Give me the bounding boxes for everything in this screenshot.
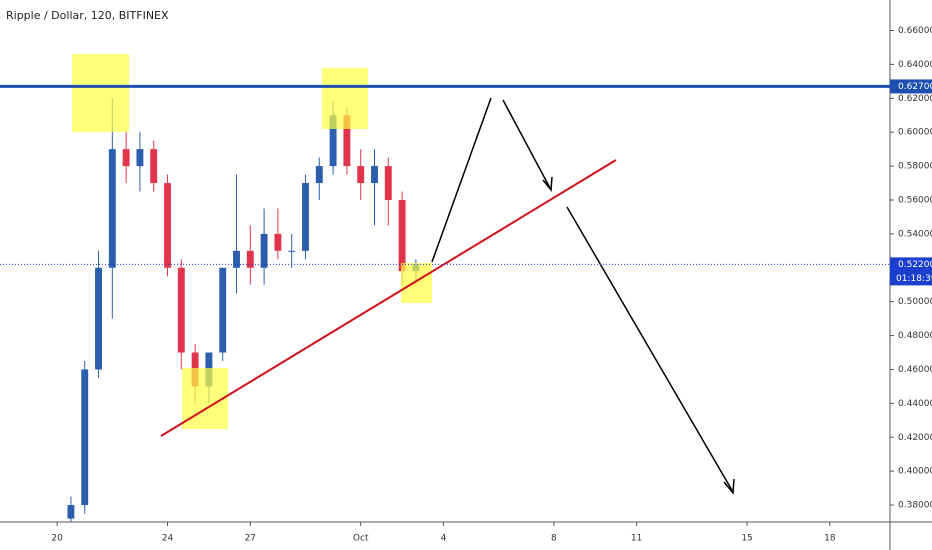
candle-body (219, 267, 227, 353)
y-tick-label: 0.54000 (898, 229, 932, 239)
y-tick-label: 0.56000 (898, 195, 932, 205)
candle-body (274, 233, 282, 251)
countdown-label: 01:18:39 (896, 274, 932, 284)
candle-body (150, 149, 158, 184)
x-tick-label: 20 (51, 534, 63, 544)
candle-body (398, 199, 406, 272)
x-tick-label: 11 (631, 534, 642, 544)
trend-line (160, 159, 617, 437)
chart-title: Ripple / Dollar, 120, BITFINEX (6, 9, 169, 22)
arrow-line (431, 97, 492, 263)
y-tick-label: 0.42000 (898, 433, 932, 443)
highlight-box (322, 68, 368, 129)
x-tick-label: 4 (441, 534, 447, 544)
resistance-label-bg (890, 79, 932, 94)
candle-body (260, 233, 268, 268)
candle-body (67, 505, 75, 519)
candle-body (384, 166, 392, 200)
candle-body (177, 267, 185, 353)
candle-body (233, 250, 240, 268)
arrow-line (566, 206, 734, 493)
y-tick-label: 0.64000 (898, 60, 932, 70)
candle-body (136, 149, 144, 167)
candle-body (343, 115, 351, 167)
highlight-box (72, 54, 129, 132)
last-price-label-bg (890, 257, 932, 286)
candle-body (246, 250, 254, 268)
candle-body (95, 267, 102, 370)
y-tick-label: 0.58000 (898, 162, 932, 172)
candle-body (371, 166, 378, 184)
x-tick-label: 18 (824, 534, 836, 544)
candle-body (302, 183, 309, 251)
y-tick-label: 0.50000 (898, 297, 932, 307)
highlight-box (401, 263, 432, 303)
y-tick-label: 0.48000 (898, 331, 932, 341)
candle-body (164, 183, 171, 268)
arrow-head (542, 176, 553, 192)
arrow-line (502, 99, 551, 189)
candle-body (122, 149, 130, 167)
y-tick-label: 0.66000 (898, 26, 932, 36)
candle-body (108, 149, 116, 268)
y-tick-label: 0.44000 (898, 399, 932, 409)
x-tick-label: 15 (741, 534, 752, 544)
candle-body (357, 166, 365, 184)
candle-body (315, 166, 323, 184)
x-tick-label: 24 (162, 534, 174, 544)
last-price-label: 0.52200 (898, 260, 932, 270)
y-tick-label: 0.38000 (898, 501, 932, 511)
y-tick-label: 0.60000 (898, 128, 932, 138)
arrow-head (723, 478, 735, 495)
candle-body (81, 369, 89, 506)
y-tick-label: 0.40000 (898, 467, 932, 477)
drawings (72, 54, 735, 495)
x-tick-label: 8 (551, 534, 557, 544)
candle-body (329, 115, 337, 167)
y-tick-label: 0.62000 (898, 94, 932, 104)
resistance-label: 0.62700 (898, 82, 932, 92)
y-tick-label: 0.46000 (898, 365, 932, 375)
x-tick-label: 27 (245, 534, 256, 544)
x-tick-label: Oct (353, 534, 369, 544)
candle-body (288, 250, 296, 252)
